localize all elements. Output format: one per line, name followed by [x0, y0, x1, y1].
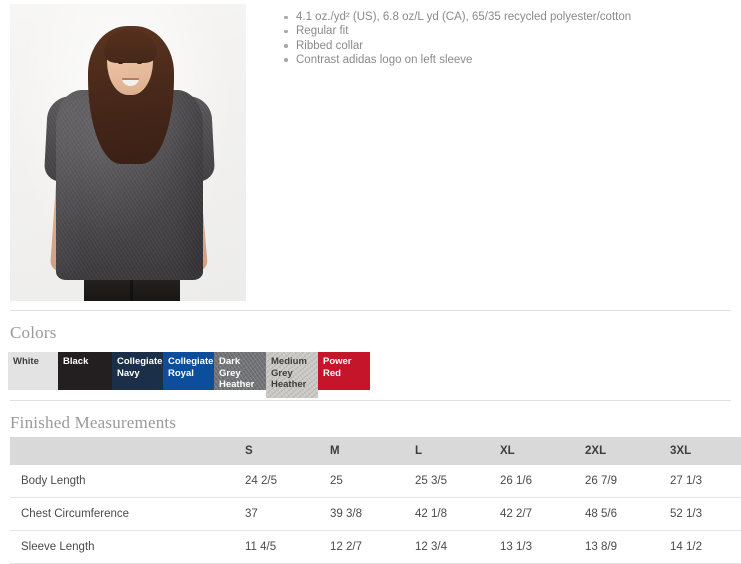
table-row: Body Length 24 2/5 25 25 3/5 26 1/6 26 7/9 27 …: [10, 465, 741, 498]
measurement-value: 42 2/7: [500, 497, 585, 531]
table-row: Sleeve Length 11 4/5 12 2/7 12 3/4 13 1/3 13 …: [10, 530, 741, 564]
product-overview-section: 4.1 oz./yd² (US), 6.8 oz/L yd (CA), 65/3…: [10, 4, 723, 301]
measurement-value: 42 1/8: [415, 497, 500, 531]
model-hair-front: [104, 29, 157, 63]
color-swatch[interactable]: Collegiate Navy: [112, 352, 163, 390]
measurement-value: 26 7/9: [585, 465, 670, 498]
color-swatch-label: Collegiate Royal: [168, 356, 214, 379]
table-col-header-size: L: [415, 437, 500, 465]
feature-list-item: Regular fit: [283, 24, 723, 38]
measurement-value: 25: [330, 465, 415, 498]
color-swatch[interactable]: Power Red: [318, 352, 370, 390]
measurement-value: 24 2/5: [245, 465, 330, 498]
measurement-value: 12 3/4: [415, 530, 500, 564]
measurements-heading: Finished Measurements: [10, 413, 177, 432]
color-swatch[interactable]: Black: [58, 352, 112, 390]
measurement-label: Chest Circumference: [10, 497, 245, 531]
color-swatch[interactable]: Medium Grey Heather: [266, 352, 318, 398]
color-swatch-label: Medium Grey Heather: [271, 356, 307, 391]
model-eye-right: [137, 61, 142, 64]
feature-list-item: Ribbed collar: [283, 39, 723, 53]
table-body: Body Length 24 2/5 25 25 3/5 26 1/6 26 7/9 27 …: [10, 465, 741, 564]
measurement-value: 13 8/9: [585, 530, 670, 564]
divider-above-measurements: [10, 400, 731, 401]
measurement-value: 14 1/2: [670, 530, 741, 564]
measurement-value: 12 2/7: [330, 530, 415, 564]
product-image: [10, 4, 246, 301]
color-swatch-label: White: [13, 356, 39, 367]
color-swatch[interactable]: Dark Grey Heather: [214, 352, 266, 390]
feature-list-item: Contrast adidas logo on left sleeve: [283, 53, 723, 67]
color-swatch-label: Power Red: [323, 356, 352, 379]
table-col-header-size: 2XL: [585, 437, 670, 465]
divider-above-colors: [10, 310, 731, 311]
measurement-value: 26 1/6: [500, 465, 585, 498]
table-row: Chest Circumference 37 39 3/8 42 1/8 42 2/7 4…: [10, 497, 741, 531]
colors-heading: Colors: [10, 323, 57, 342]
measurement-value: 11 4/5: [245, 530, 330, 564]
color-swatch[interactable]: White: [8, 352, 58, 390]
measurement-value: 48 5/6: [585, 497, 670, 531]
color-swatch-label: Dark Grey Heather: [219, 356, 255, 390]
feature-list-item: 4.1 oz./yd² (US), 6.8 oz/L yd (CA), 65/3…: [283, 10, 723, 24]
table-header-row: S M L XL 2XL 3XL: [10, 437, 741, 465]
color-swatch[interactable]: Collegiate Royal: [163, 352, 214, 390]
measurement-value: 27 1/3: [670, 465, 741, 498]
measurement-value: 52 1/3: [670, 497, 741, 531]
measurement-value: 25 3/5: [415, 465, 500, 498]
table-col-header-size: 3XL: [670, 437, 741, 465]
model-eye-left: [118, 61, 123, 64]
table-col-header-size: S: [245, 437, 330, 465]
color-swatch-label: Collegiate Navy: [117, 356, 163, 379]
measurement-value: 37: [245, 497, 330, 531]
model-mouth: [122, 78, 139, 86]
product-feature-list: 4.1 oz./yd² (US), 6.8 oz/L yd (CA), 65/3…: [283, 10, 723, 67]
table-col-header-size: XL: [500, 437, 585, 465]
table-col-header-size: M: [330, 437, 415, 465]
table-col-header-measure: [10, 437, 245, 465]
measurement-label: Sleeve Length: [10, 530, 245, 564]
measurement-value: 39 3/8: [330, 497, 415, 531]
measurement-value: 13 1/3: [500, 530, 585, 564]
measurement-label: Body Length: [10, 465, 245, 498]
finished-measurements-table: S M L XL 2XL 3XL Body Length 24 2/5 25 25 3/5 26 …: [10, 437, 741, 564]
table-header: S M L XL 2XL 3XL: [10, 437, 741, 465]
color-swatch-label: Black: [63, 356, 89, 367]
